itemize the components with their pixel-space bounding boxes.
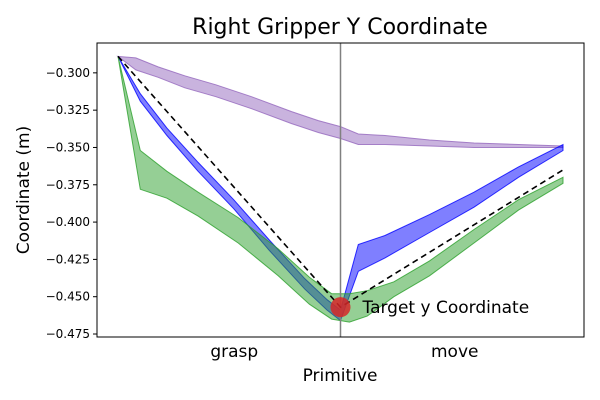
target-annotation: Target y Coordinate — [362, 298, 530, 318]
y-axis: −0.300 −0.325 −0.350 −0.375 −0.400 −0.425 −0.4… — [46, 66, 97, 341]
y-tick-label: −0.450 — [46, 290, 90, 304]
chart-title: Right Gripper Y Coordinate — [192, 15, 488, 40]
y-tick-label: −0.375 — [46, 178, 90, 192]
target-point — [330, 297, 351, 318]
x-category-label: move — [431, 342, 478, 362]
band-2 — [117, 56, 564, 323]
y-tick-label: −0.475 — [46, 327, 90, 341]
x-axis-label: Primitive — [303, 366, 378, 386]
y-tick-label: −0.325 — [46, 103, 90, 117]
y-tick-label: −0.400 — [46, 215, 90, 229]
y-tick-label: −0.350 — [46, 140, 90, 154]
y-axis-label: Coordinate (m) — [14, 126, 34, 254]
x-category-label: grasp — [210, 342, 258, 362]
plot-layer: Target y Coordinate — [116, 43, 564, 337]
y-tick-label: −0.425 — [46, 252, 90, 266]
plot-frame — [96, 42, 585, 338]
y-tick-label: −0.300 — [46, 66, 90, 80]
x-axis: grasp move — [210, 342, 478, 362]
